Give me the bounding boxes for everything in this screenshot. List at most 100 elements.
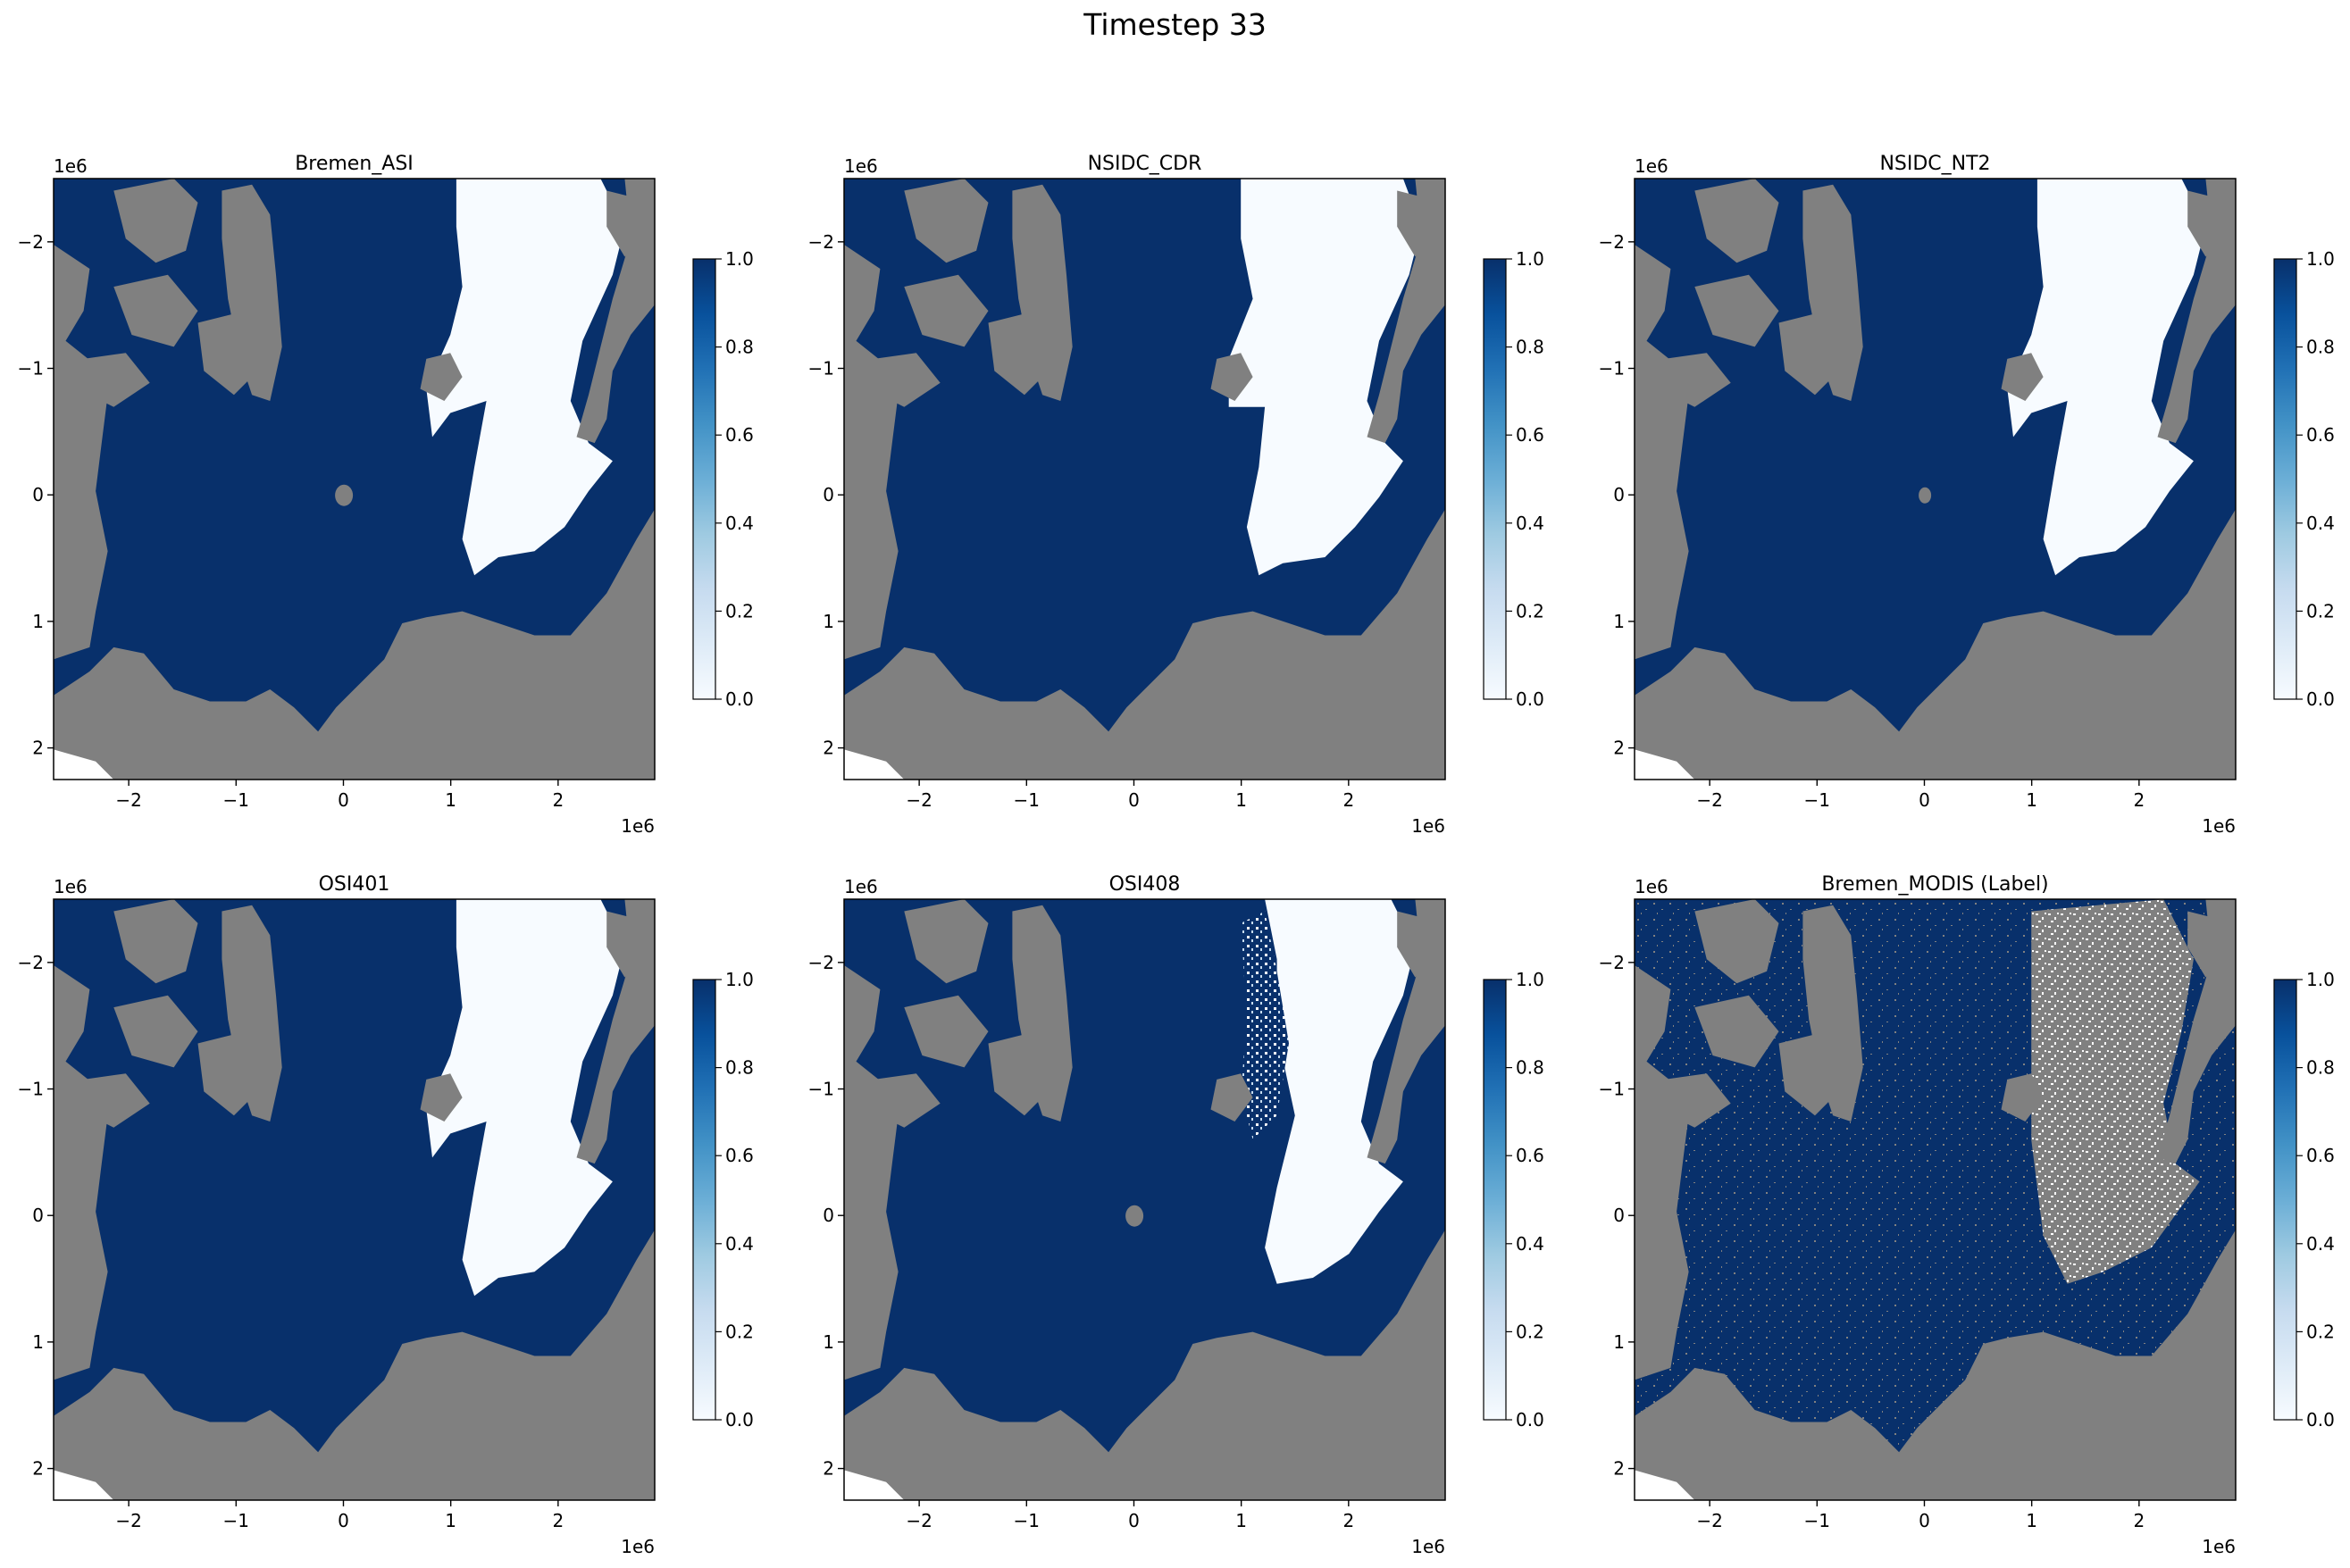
land-mask-svalbard [420,1073,463,1122]
y-tick-label: 1 [1613,1331,1625,1353]
land-mask-southland [54,1230,655,1500]
x-tick-label: 0 [1919,1510,1930,1531]
land-mask-archb [113,995,198,1068]
figure-title: Timestep 33 [1083,7,1267,42]
land-mask-archa [113,899,198,984]
panel-title: Bremen_MODIS (Label) [1821,873,2048,896]
map-image [844,899,1445,1500]
colorbar-tick-label: 0.4 [725,513,754,534]
x-tick-label: −1 [223,789,249,811]
colorbar [1483,258,1507,700]
axes-frame [53,178,656,780]
land-mask-southland [844,509,1445,780]
y-tick-label: −1 [18,358,44,379]
land-mask-southland [844,1230,1445,1500]
y-offset-label: 1e6 [1635,876,1668,897]
panel-title: Bremen_ASI [295,153,414,175]
panel-6: Bremen_MODIS (Label) −2 −1 0 1 2 −2 −1 0 1 2 1e6 1e6… [1599,873,2335,1557]
y-tick-label: −2 [1599,231,1625,253]
y-tick-label: 2 [823,738,834,759]
y-tick-label: −1 [18,1079,44,1100]
x-tick-label: 2 [2133,789,2145,811]
y-tick-label: −1 [808,1079,834,1100]
axes-frame [843,178,1446,780]
land-mask-svalbard [1210,1073,1253,1122]
y-tick-label: 2 [32,738,44,759]
y-offset-label: 1e6 [54,155,88,177]
panel-4: OSI401 −2 −1 0 1 2 −2 −1 0 1 2 1e6 1e6 0.0 0.2 0.4 0.6 0.… [18,873,754,1557]
land-mask-greenland [222,184,282,401]
x-tick-label: −1 [1804,1510,1830,1531]
colorbar-tick-label: 0.8 [2306,337,2335,358]
x-tick-label: 2 [1342,789,1354,811]
panel-3: NSIDC_NT2 −2 −1 0 1 2 −2 −1 0 1 2 1e6 1e6 0.0 0.2 0.4 0.… [1599,153,2335,837]
x-offset-label: 1e6 [2202,1536,2236,1557]
colorbar [692,258,716,700]
colorbar-tick-label: 0.2 [725,600,754,621]
y-offset-label: 1e6 [844,155,878,177]
panel-2: NSIDC_CDR −2 −1 0 1 2 −2 −1 0 1 2 1e6 1e6 0.0 0.2 0.4 0.… [808,153,1544,837]
x-tick-label: 1 [2026,1510,2037,1531]
land-mask-archd [83,353,150,407]
y-tick-label: 0 [32,1205,44,1226]
map-image [1635,179,2236,780]
x-offset-label: 1e6 [2202,815,2236,837]
colorbar-tick-label: 0.0 [2306,688,2335,710]
land-mask-archb [1694,274,1779,347]
land-mask-archd [1664,353,1731,407]
x-offset-label: 1e6 [1411,1536,1445,1557]
land-mask-archa [113,179,198,263]
colorbar [692,979,716,1421]
colorbar-tick-label: 0.4 [1516,513,1544,534]
panel-5: OSI408 −2 −1 0 1 2 −2 −1 0 1 2 1e6 1e6 0.0 0.2 0.4 0.6 0.… [808,873,1544,1557]
land-mask-eastland2 [2187,911,2224,978]
colorbar-tick-label: 1.0 [1516,248,1544,270]
x-tick-label: 0 [1128,789,1140,811]
no-data-corner [844,1470,905,1500]
colorbar-tick-label: 0.6 [2306,424,2335,446]
land-mask-archa [1694,179,1779,263]
colorbar-tick-label: 1.0 [725,248,754,270]
land-mask-svalbard [420,353,463,401]
land-mask-archc [1778,1031,1852,1116]
land-mask-greenland [1802,905,1863,1122]
x-tick-label: −1 [223,1510,249,1531]
x-tick-label: −2 [906,789,932,811]
colorbar-tick-label: 1.0 [725,969,754,990]
colorbar-tick-label: 0.8 [2306,1057,2335,1079]
land-mask-eastland2 [606,911,643,978]
panel-title: OSI401 [319,873,390,896]
y-tick-label: −2 [808,231,834,253]
colorbar-tick-label: 0.2 [1516,1321,1544,1342]
x-tick-label: 2 [1342,1510,1354,1531]
x-tick-label: −2 [115,1510,141,1531]
x-tick-label: 0 [338,789,349,811]
panel-title: OSI408 [1109,873,1181,896]
no-data-corner [1635,1470,1695,1500]
land-mask-archb [1694,995,1779,1068]
land-mask-archb [904,274,989,347]
land-mask-archd [1664,1073,1731,1128]
map-image [54,179,655,780]
y-tick-label: 2 [823,1458,834,1480]
colorbar-tick-label: 1.0 [1516,969,1544,990]
y-tick-label: 2 [32,1458,44,1480]
x-tick-label: −2 [906,1510,932,1531]
y-tick-label: 2 [1613,1458,1625,1480]
land-mask-svalbard [2001,1073,2044,1122]
land-mask-archa [904,179,989,263]
panel-title: NSIDC_CDR [1088,153,1202,175]
colorbar-tick-label: 0.6 [1516,424,1544,446]
land-mask-southland [54,509,655,780]
colorbar-tick-label: 0.0 [725,688,754,710]
colorbar-tick-label: 0.0 [1516,688,1544,710]
no-data-corner [54,749,114,780]
colorbar-tick-label: 0.2 [2306,1321,2335,1342]
y-tick-label: 0 [1613,1205,1625,1226]
x-tick-label: −2 [115,789,141,811]
colorbar [2273,258,2297,700]
colorbar-tick-label: 0.4 [725,1233,754,1255]
open-water-region [1228,179,1422,576]
y-tick-label: 0 [32,484,44,505]
x-tick-label: −1 [1014,1510,1040,1531]
